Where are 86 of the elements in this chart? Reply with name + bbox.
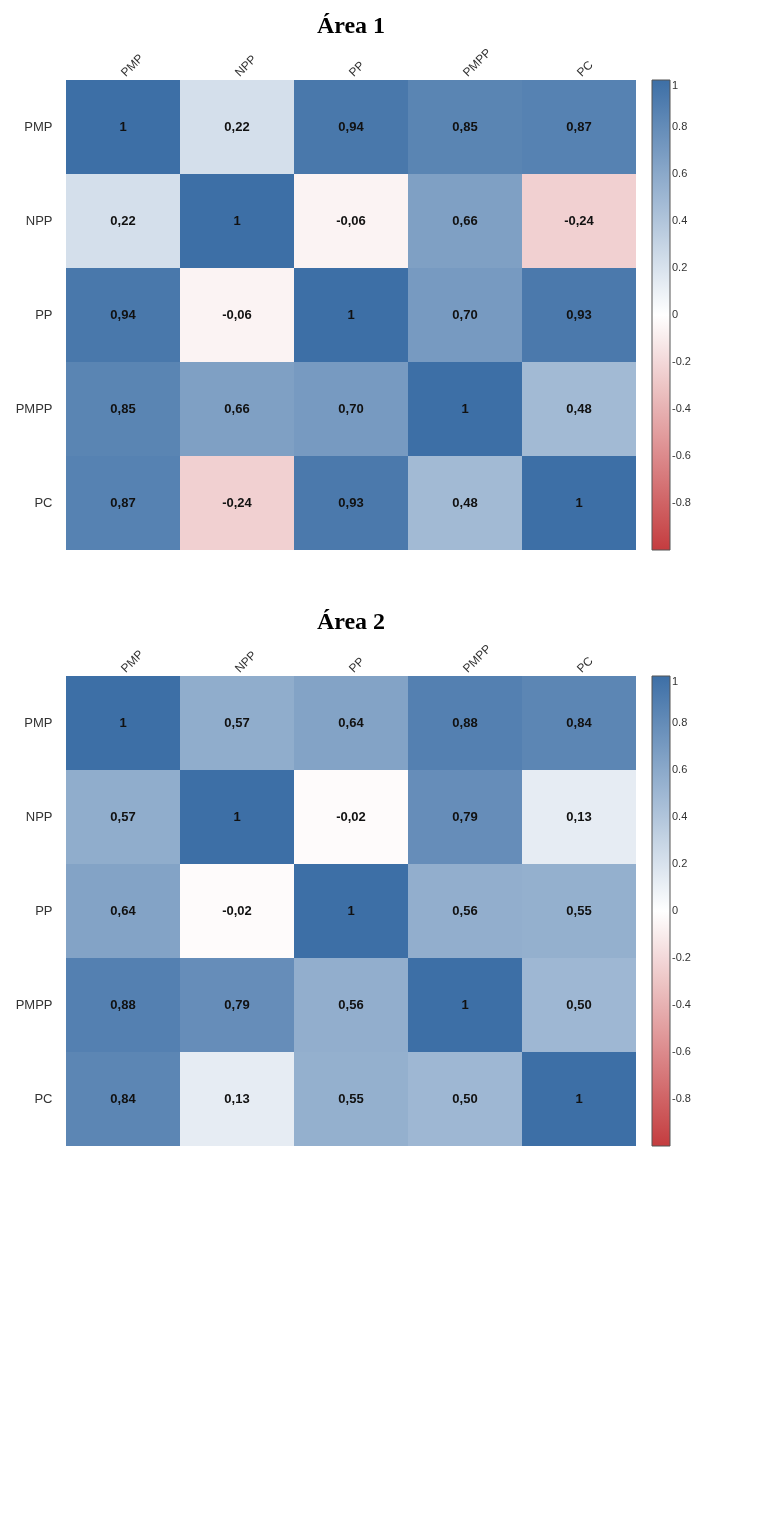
color-bar-label: -0.2 xyxy=(672,355,691,367)
data-label: 1 xyxy=(233,809,241,824)
data-label: 0,70 xyxy=(338,401,364,416)
data-label: 0,85 xyxy=(452,119,478,134)
data-label: 0,79 xyxy=(452,809,478,824)
data-label: 0,84 xyxy=(110,1091,137,1106)
color-bar-label: 0 xyxy=(672,308,679,320)
data-label: 1 xyxy=(119,715,127,730)
data-label: 0,70 xyxy=(452,307,478,322)
color-bar-label: 0.2 xyxy=(672,857,688,869)
data-label: -0,24 xyxy=(564,213,595,228)
data-label: 0,22 xyxy=(224,119,250,134)
color-bar-label: 0 xyxy=(672,904,679,916)
data-label: 0,57 xyxy=(224,715,250,730)
color-bar-label: -0.4 xyxy=(672,998,691,1010)
color-bar-label: 1 xyxy=(672,675,679,687)
data-label: 0,66 xyxy=(452,213,478,228)
data-label: -0,02 xyxy=(222,903,252,918)
data-label: 0,13 xyxy=(224,1091,250,1106)
color-bar-label: 0.6 xyxy=(672,763,688,775)
color-bar-label: 0.2 xyxy=(672,261,688,273)
data-label: 0,50 xyxy=(566,997,592,1012)
data-label: 0,55 xyxy=(566,903,592,918)
y-tick-label: PC xyxy=(34,1091,53,1106)
y-tick-label: NPP xyxy=(25,213,53,228)
color-bar-label: 0.4 xyxy=(672,214,688,226)
x-tick-label: PC xyxy=(574,57,596,80)
color-bar-label: 0.8 xyxy=(672,120,688,132)
data-label: 1 xyxy=(119,119,127,134)
color-bar-label: 0.6 xyxy=(672,167,688,179)
data-label: -0,06 xyxy=(336,213,366,228)
data-label: 0,88 xyxy=(452,715,478,730)
color-bar-label: -0.8 xyxy=(672,496,691,508)
data-label: 1 xyxy=(347,307,355,322)
data-label: 1 xyxy=(461,997,469,1012)
data-label: 0,13 xyxy=(566,809,592,824)
data-label: 0,56 xyxy=(338,997,364,1012)
data-label: 0,57 xyxy=(110,809,136,824)
data-label: 0,85 xyxy=(110,401,136,416)
data-label: 0,84 xyxy=(566,715,593,730)
data-label: 0,56 xyxy=(452,903,478,918)
data-label: 0,66 xyxy=(224,401,250,416)
data-label: 0,94 xyxy=(110,307,137,322)
x-tick-label: PP xyxy=(346,654,368,676)
data-label: 1 xyxy=(347,903,355,918)
color-bar-label: -0.8 xyxy=(672,1092,691,1104)
data-label: 0,79 xyxy=(224,997,250,1012)
data-label: 1 xyxy=(575,495,583,510)
data-label: -0,06 xyxy=(222,307,252,322)
data-label: 0,88 xyxy=(110,997,136,1012)
data-label: 0,64 xyxy=(338,715,365,730)
data-label: -0,02 xyxy=(336,809,366,824)
data-label: 1 xyxy=(233,213,241,228)
x-tick-label: PC xyxy=(574,653,596,676)
data-label: 1 xyxy=(575,1091,583,1106)
data-label: 0,64 xyxy=(110,903,137,918)
color-bar-label: 1 xyxy=(672,79,679,91)
color-bar-label: -0.6 xyxy=(672,449,691,461)
color-bar-label: -0.2 xyxy=(672,951,691,963)
y-tick-label: PMPP xyxy=(15,997,53,1012)
data-label: 0,22 xyxy=(110,213,136,228)
data-label: 0,94 xyxy=(338,119,365,134)
y-tick-label: PMPP xyxy=(15,401,53,416)
y-tick-label: NPP xyxy=(25,809,53,824)
data-label: 0,50 xyxy=(452,1091,478,1106)
color-bar-label: 0.8 xyxy=(672,716,688,728)
y-tick-label: PP xyxy=(35,903,53,918)
data-label: 0,48 xyxy=(452,495,478,510)
y-tick-label: PMP xyxy=(24,119,53,134)
chart-title: Área 2 xyxy=(316,607,386,634)
color-bar-label: -0.6 xyxy=(672,1045,691,1057)
x-tick-label: PP xyxy=(346,58,368,80)
data-label: 0,93 xyxy=(338,495,364,510)
data-label: 0,48 xyxy=(566,401,592,416)
y-tick-label: PC xyxy=(34,495,53,510)
data-label: 0,87 xyxy=(110,495,136,510)
data-label: -0,24 xyxy=(222,495,253,510)
data-label: 0,55 xyxy=(338,1091,364,1106)
data-label: 0,87 xyxy=(566,119,592,134)
y-tick-label: PMP xyxy=(24,715,53,730)
color-bar-label: 0.4 xyxy=(672,810,688,822)
data-label: 1 xyxy=(461,401,469,416)
chart-title: Área 1 xyxy=(316,11,386,38)
data-label: 0,93 xyxy=(566,307,592,322)
color-bar-label: -0.4 xyxy=(672,402,691,414)
y-tick-label: PP xyxy=(35,307,53,322)
